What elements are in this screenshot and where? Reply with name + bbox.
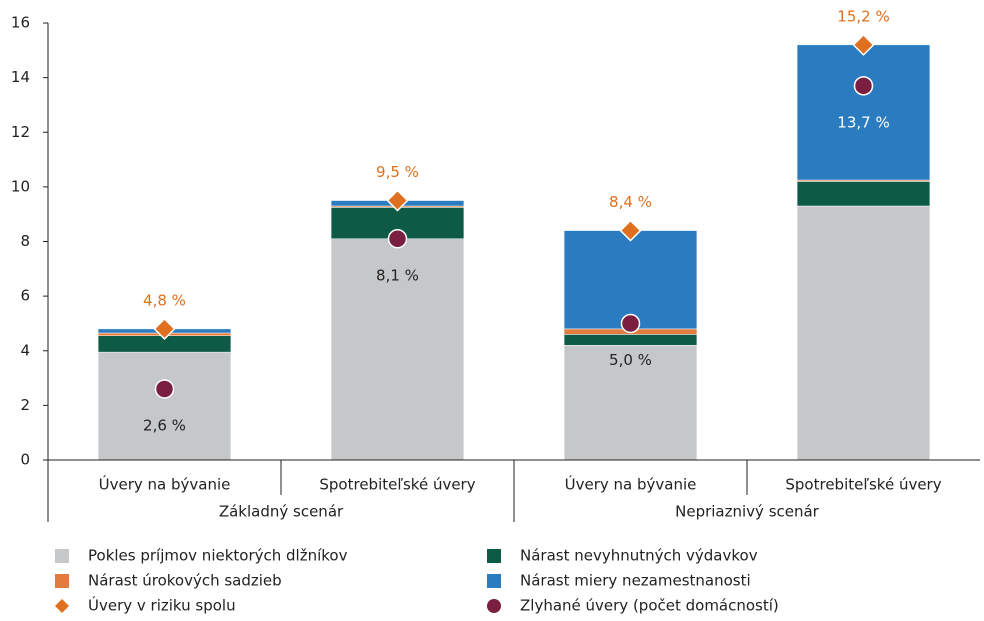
- total-label: 15,2 %: [837, 7, 889, 25]
- total-marker: [619, 219, 642, 242]
- bar-segment: [563, 230, 698, 330]
- legend-swatch: [55, 599, 69, 613]
- bar-segment: [796, 205, 931, 461]
- total-label: 9,5 %: [376, 163, 419, 181]
- x-tick-label: Spotrebiteľské úvery: [319, 476, 475, 494]
- default-label: 13,7 %: [837, 113, 889, 131]
- legend-label: Nárast nevyhnutných výdavkov: [520, 547, 758, 565]
- y-tick-label: 10: [11, 177, 30, 195]
- legend-swatch: [487, 549, 501, 563]
- y-tick-label: 4: [20, 341, 30, 359]
- total-marker: [153, 317, 176, 340]
- y-tick-label: 0: [20, 451, 30, 469]
- y-tick-label: 8: [20, 232, 30, 250]
- y-tick-label: 16: [11, 14, 30, 32]
- legend-label: Úvery v riziku spolu: [88, 596, 236, 615]
- legend-swatch: [55, 549, 69, 563]
- default-label: 2,6 %: [143, 416, 186, 434]
- bar-segment: [796, 44, 931, 181]
- x-tick-label: Úvery na bývanie: [99, 475, 231, 494]
- y-tick-label: 2: [20, 396, 30, 414]
- bar-segment: [97, 351, 232, 461]
- bar-segment: [330, 238, 465, 461]
- legend-label: Zlyhané úvery (počet domácností): [520, 597, 779, 615]
- bar-segment: [563, 345, 698, 461]
- y-tick-label: 6: [20, 287, 30, 305]
- legend-swatch: [487, 574, 501, 588]
- x-tick-label: Úvery na bývanie: [565, 475, 697, 494]
- bar-segment: [796, 181, 931, 207]
- total-label: 8,4 %: [609, 193, 652, 211]
- legend-swatch: [55, 574, 69, 588]
- x-tick-label: Spotrebiteľské úvery: [785, 476, 941, 494]
- legend-swatch: [487, 599, 501, 613]
- y-tick-label: 12: [11, 123, 30, 141]
- total-marker: [852, 33, 875, 56]
- total-label: 4,8 %: [143, 291, 186, 309]
- group-label: Základný scenár: [219, 503, 344, 521]
- bar-segment: [563, 334, 698, 346]
- y-tick-label: 14: [11, 68, 30, 86]
- default-marker: [154, 379, 175, 399]
- default-label: 8,1 %: [376, 266, 419, 284]
- total-marker: [386, 189, 409, 212]
- legend-label: Nárast úrokových sadzieb: [88, 572, 282, 590]
- default-marker: [620, 313, 641, 334]
- default-label: 5,0 %: [609, 351, 652, 369]
- default-marker: [853, 76, 874, 96]
- default-marker: [387, 229, 408, 249]
- legend-label: Nárast miery nezamestnanosti: [520, 572, 751, 590]
- legend-label: Pokles príjmov niektorých dlžníkov: [88, 547, 348, 565]
- group-label: Nepriaznivý scenár: [675, 503, 820, 521]
